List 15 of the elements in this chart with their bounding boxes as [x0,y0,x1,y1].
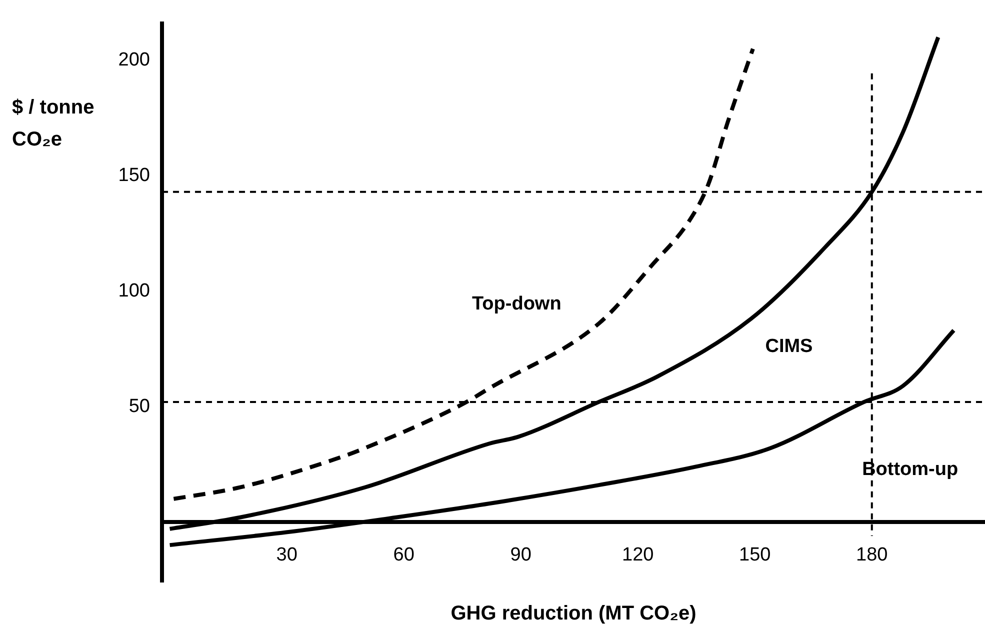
series-label: Top-down [472,293,562,314]
x-axis-title: GHG reduction (MT CO₂e) [450,602,696,625]
y-tick-label: 50 [128,396,150,417]
y-axis-title: $ / tonne CO₂e [12,96,94,151]
y-tick-label: 200 [118,50,150,71]
y-tick-label: 100 [118,280,150,302]
text: Bottom-up [862,459,958,480]
y-tick-label: 150 [118,164,150,186]
x-tick-label: 120 [622,544,654,566]
x-tick-label: 180 [856,544,888,566]
x-tick-label: 60 [393,544,414,566]
series-label: CIMS [765,336,813,358]
x-tick-label: 150 [739,544,771,566]
x-tick-label: 30 [276,544,298,566]
x-tick-label: 90 [510,544,532,566]
